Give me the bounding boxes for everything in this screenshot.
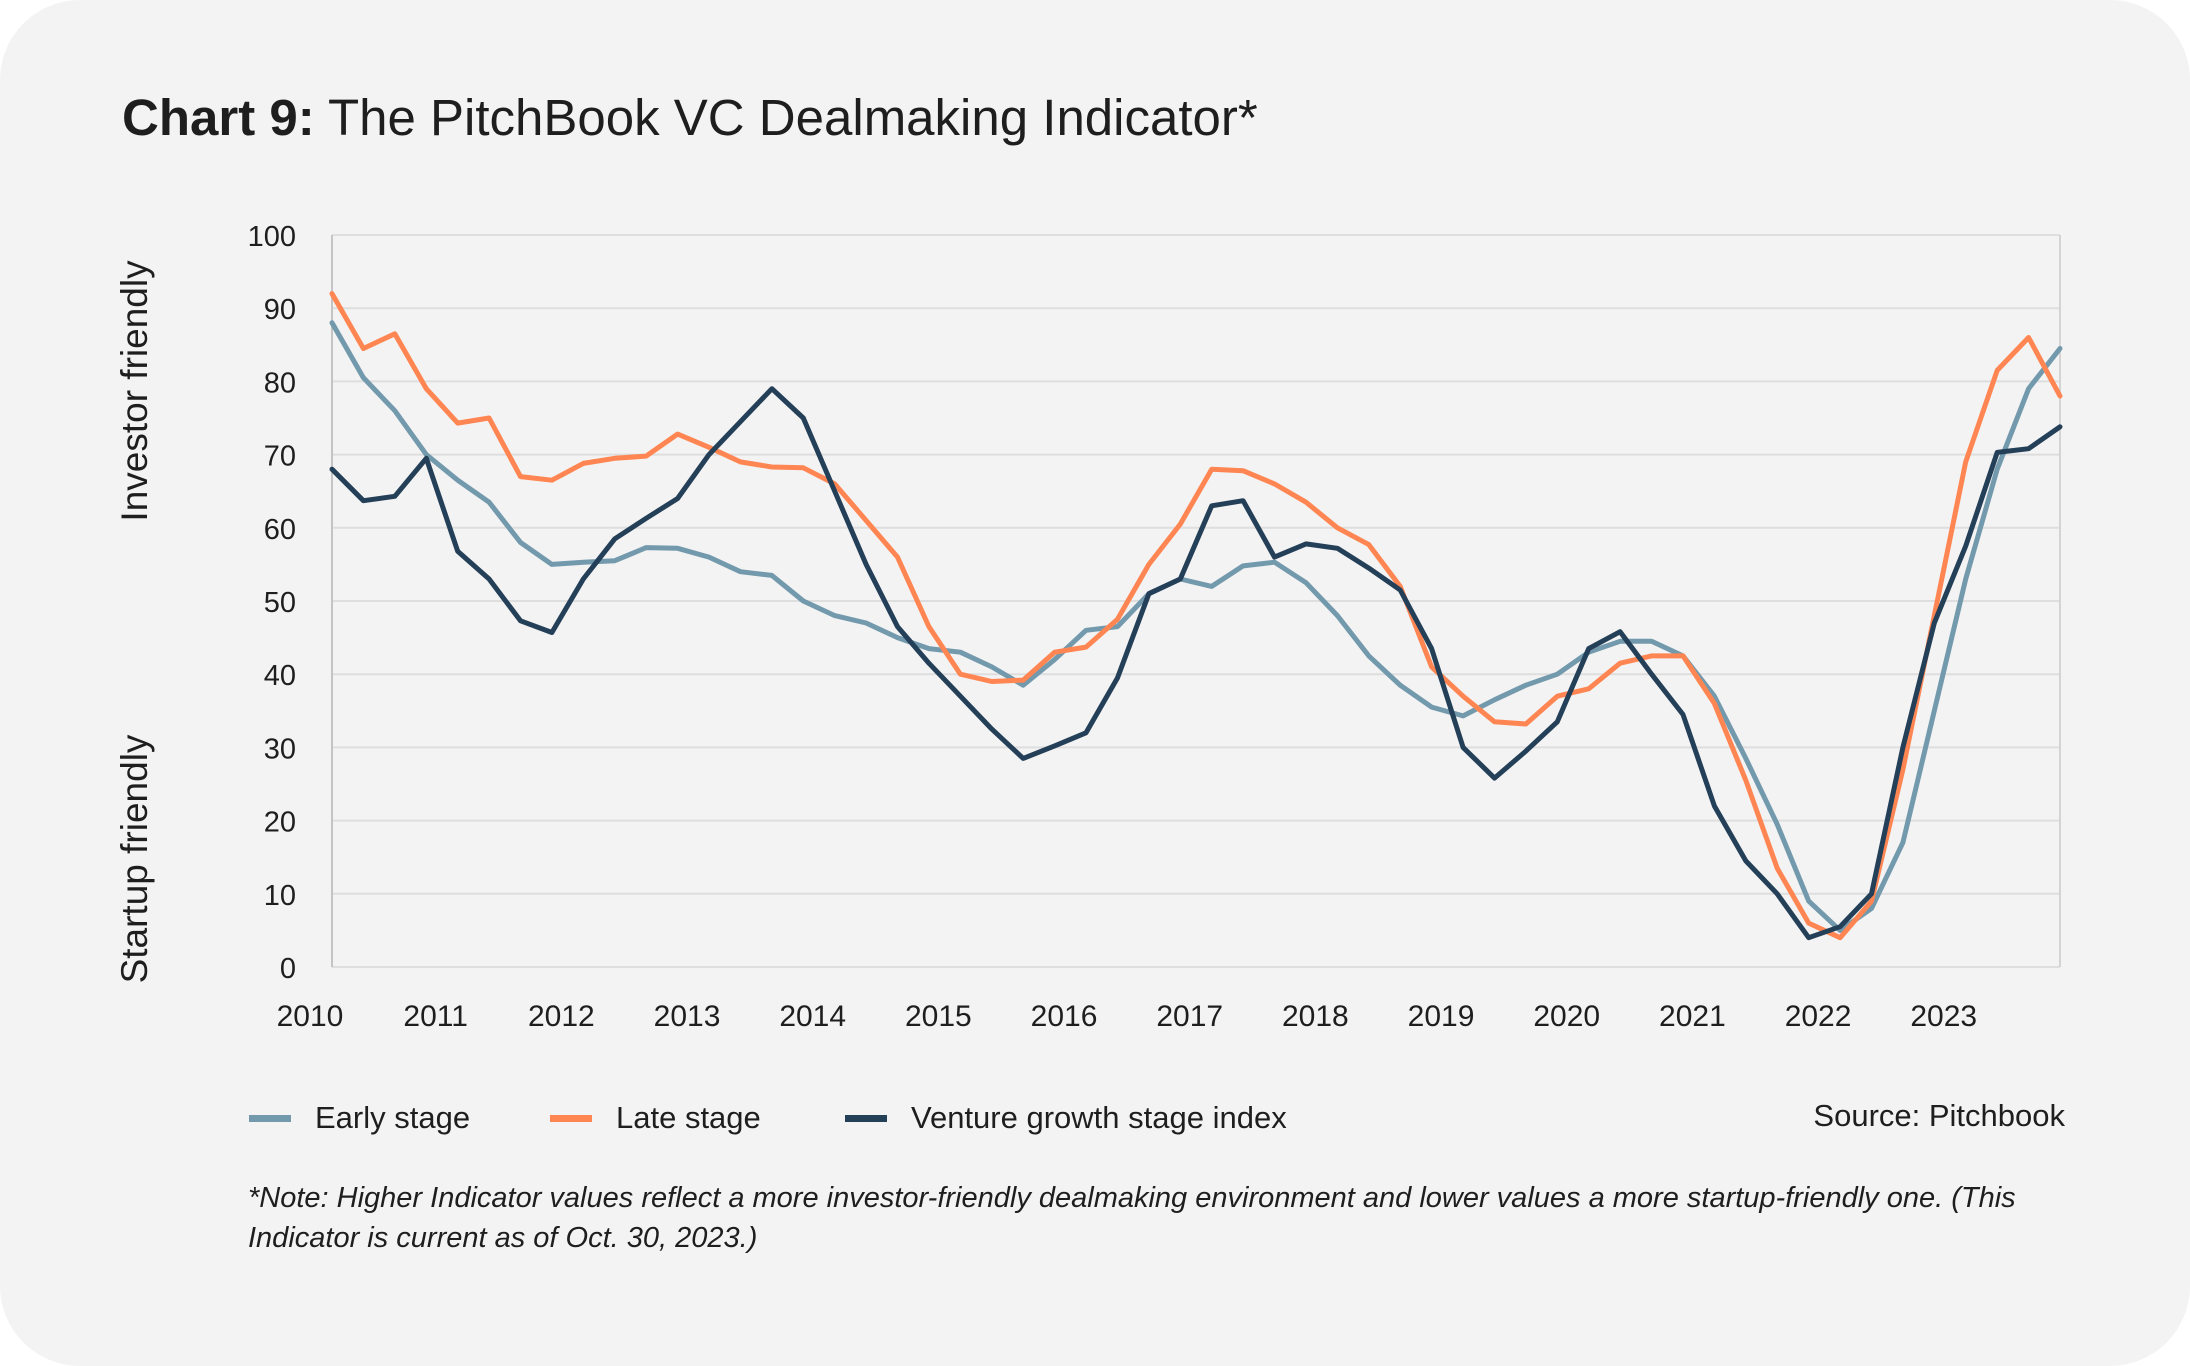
legend-label: Venture growth stage index bbox=[911, 1100, 1287, 1135]
y-tick-label: 60 bbox=[264, 514, 296, 546]
x-tick-label: 2016 bbox=[1031, 1000, 1098, 1033]
y-tick-label: 50 bbox=[264, 587, 296, 619]
x-tick-label: 2013 bbox=[654, 1000, 721, 1033]
y-tick-label: 30 bbox=[264, 733, 296, 765]
x-tick-label: 2021 bbox=[1659, 1000, 1726, 1033]
y-tick-label: 80 bbox=[264, 367, 296, 399]
legend-swatch bbox=[845, 1114, 887, 1122]
series-line-late-stage bbox=[329, 291, 2063, 941]
y-tick-label: 90 bbox=[264, 294, 296, 326]
x-tick-label: 2017 bbox=[1156, 1000, 1223, 1033]
x-tick-label: 2023 bbox=[1910, 1000, 1977, 1033]
x-tick-label: 2022 bbox=[1785, 1000, 1852, 1033]
chart-number: Chart 9: bbox=[122, 89, 315, 146]
chart-title: Chart 9: The PitchBook VC Dealmaking Ind… bbox=[122, 88, 1258, 147]
y-tick-label: 10 bbox=[264, 880, 296, 912]
x-tick-label: 2011 bbox=[403, 1000, 468, 1033]
series-line-early-stage bbox=[329, 320, 2063, 933]
legend-item-early-stage: Early stage bbox=[249, 1100, 470, 1136]
y-tick-label: 70 bbox=[264, 441, 296, 473]
legend-item-late-stage: Late stage bbox=[550, 1100, 761, 1136]
source-text: Source: Pitchbook bbox=[1813, 1098, 2065, 1133]
x-tick-label: 2010 bbox=[277, 1000, 344, 1033]
x-tick-label: 2018 bbox=[1282, 1000, 1349, 1033]
x-tick-label: 2019 bbox=[1408, 1000, 1475, 1033]
x-tick-label: 2014 bbox=[779, 1000, 846, 1033]
y-tick-label: 40 bbox=[264, 660, 296, 692]
x-tick-label: 2012 bbox=[528, 1000, 595, 1033]
x-tick-label: 2020 bbox=[1533, 1000, 1600, 1033]
series-line-venture-growth-stage-index bbox=[329, 386, 2063, 941]
y-tick-label: 100 bbox=[248, 221, 296, 253]
y-tick-label: 0 bbox=[280, 953, 296, 985]
footnote: *Note: Higher Indicator values reflect a… bbox=[248, 1182, 2016, 1254]
chart-title-text: The PitchBook VC Dealmaking Indicator* bbox=[314, 89, 1258, 146]
legend-label: Late stage bbox=[616, 1100, 761, 1135]
y-tick-label: 20 bbox=[264, 807, 296, 839]
x-tick-label: 2015 bbox=[905, 1000, 972, 1033]
legend-swatch bbox=[550, 1114, 592, 1122]
legend-label: Early stage bbox=[315, 1100, 471, 1135]
legend-swatch bbox=[249, 1114, 291, 1122]
legend-item-venture-growth: Venture growth stage index bbox=[845, 1100, 1287, 1136]
